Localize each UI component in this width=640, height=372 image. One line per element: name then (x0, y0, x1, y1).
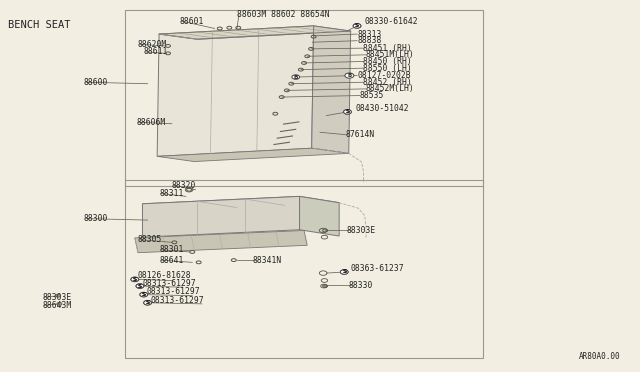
Text: 88303E: 88303E (42, 293, 72, 302)
Text: 88620M: 88620M (138, 40, 167, 49)
Text: 88550 (LH): 88550 (LH) (364, 64, 412, 73)
Bar (125, 10, 483, 186)
Text: S: S (342, 269, 346, 275)
Text: 08126-81628: 08126-81628 (138, 271, 191, 280)
Text: 88305: 88305 (138, 235, 163, 244)
Text: 88451 (RH): 88451 (RH) (364, 44, 412, 52)
Text: 08127-0202B: 08127-0202B (357, 71, 411, 80)
Text: 88643M: 88643M (42, 301, 72, 310)
Text: 88301: 88301 (159, 245, 184, 254)
Text: S: S (132, 277, 137, 282)
Text: 88452M(LH): 88452M(LH) (366, 84, 415, 93)
Circle shape (340, 270, 348, 274)
Polygon shape (312, 26, 351, 153)
Text: 88535: 88535 (360, 91, 384, 100)
Text: S: S (138, 283, 142, 289)
Circle shape (131, 277, 139, 282)
Circle shape (292, 75, 300, 79)
Polygon shape (135, 231, 307, 253)
Polygon shape (143, 196, 300, 237)
Text: S: S (346, 109, 349, 114)
Circle shape (344, 110, 351, 114)
Polygon shape (157, 26, 314, 156)
Text: 88303E: 88303E (347, 226, 376, 235)
Circle shape (345, 73, 354, 78)
Text: 88641: 88641 (159, 256, 184, 264)
Text: 88450 (RH): 88450 (RH) (364, 57, 412, 66)
Text: 88611: 88611 (144, 47, 168, 56)
Bar (125, 180, 483, 358)
Text: 08313-61297: 08313-61297 (151, 296, 204, 305)
Text: S: S (141, 292, 146, 297)
Text: 88341N: 88341N (253, 256, 282, 264)
Text: 08363-61237: 08363-61237 (351, 264, 404, 273)
Text: BENCH SEAT: BENCH SEAT (8, 20, 71, 30)
Circle shape (323, 285, 328, 288)
Text: S: S (145, 300, 150, 305)
Circle shape (140, 292, 148, 297)
Circle shape (344, 110, 351, 114)
Circle shape (140, 292, 148, 297)
Circle shape (340, 270, 348, 274)
Text: S: S (355, 23, 359, 28)
Text: S: S (342, 269, 346, 275)
Text: S: S (346, 109, 349, 114)
Text: 88601: 88601 (179, 17, 204, 26)
Text: S: S (138, 283, 142, 289)
Circle shape (136, 284, 144, 288)
Text: 88451M(LH): 88451M(LH) (366, 50, 415, 59)
Text: 88600: 88600 (84, 78, 108, 87)
Polygon shape (157, 148, 349, 161)
Text: 87614N: 87614N (346, 130, 375, 140)
Text: 88603M 88602 88654N: 88603M 88602 88654N (237, 10, 330, 19)
Text: 88313: 88313 (357, 29, 381, 39)
Polygon shape (300, 196, 339, 236)
Text: S: S (132, 277, 137, 282)
Circle shape (136, 284, 144, 288)
Polygon shape (143, 196, 339, 210)
Circle shape (353, 24, 361, 28)
Circle shape (144, 301, 152, 305)
Text: S: S (355, 23, 359, 28)
Text: 88606M: 88606M (136, 118, 165, 127)
Text: 08430-51042: 08430-51042 (355, 104, 409, 113)
Text: B: B (294, 74, 298, 80)
Text: 08313-61297: 08313-61297 (147, 287, 200, 296)
Text: 88311: 88311 (159, 189, 184, 198)
Polygon shape (159, 26, 351, 39)
Text: S: S (141, 292, 146, 297)
Text: 88838: 88838 (357, 36, 381, 45)
Text: 88320: 88320 (172, 181, 196, 190)
Text: 08330-61642: 08330-61642 (365, 17, 419, 26)
Text: AR80A0.00: AR80A0.00 (579, 352, 620, 361)
Text: 88300: 88300 (84, 214, 108, 223)
Circle shape (144, 301, 152, 305)
Text: 88330: 88330 (349, 281, 373, 290)
Circle shape (353, 24, 361, 28)
Text: 88452 (RH): 88452 (RH) (364, 78, 412, 87)
Circle shape (131, 277, 139, 282)
Text: S: S (145, 300, 150, 305)
Text: 08313-61297: 08313-61297 (143, 279, 196, 288)
Text: B: B (348, 73, 351, 78)
